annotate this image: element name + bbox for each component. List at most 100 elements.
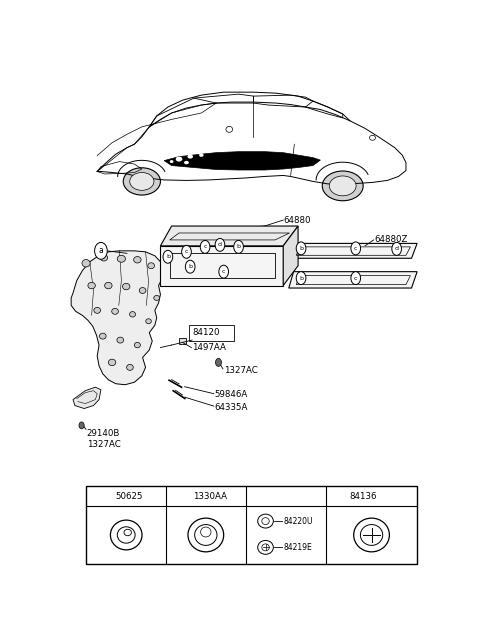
- Ellipse shape: [99, 333, 106, 339]
- Ellipse shape: [195, 525, 217, 545]
- Ellipse shape: [354, 518, 389, 552]
- Text: c: c: [185, 249, 188, 254]
- Ellipse shape: [82, 260, 90, 267]
- Text: d: d: [336, 491, 341, 500]
- Text: a: a: [98, 247, 103, 255]
- Circle shape: [351, 242, 360, 255]
- Ellipse shape: [322, 171, 363, 201]
- Text: 1327AC: 1327AC: [87, 440, 120, 449]
- Text: 84136: 84136: [349, 491, 377, 500]
- Circle shape: [181, 245, 192, 258]
- Text: b: b: [166, 254, 170, 260]
- Text: b: b: [180, 491, 184, 500]
- Circle shape: [97, 489, 108, 504]
- Ellipse shape: [130, 173, 154, 191]
- Ellipse shape: [117, 255, 125, 262]
- Ellipse shape: [262, 544, 269, 551]
- Ellipse shape: [262, 518, 269, 525]
- Ellipse shape: [127, 365, 133, 370]
- Ellipse shape: [117, 527, 135, 543]
- Circle shape: [216, 359, 221, 366]
- Text: 29140B: 29140B: [87, 429, 120, 438]
- Polygon shape: [283, 226, 298, 285]
- Circle shape: [254, 489, 266, 504]
- Text: 50625: 50625: [115, 491, 143, 500]
- Ellipse shape: [94, 307, 100, 314]
- Ellipse shape: [199, 153, 204, 157]
- Ellipse shape: [258, 540, 273, 554]
- Circle shape: [200, 240, 210, 253]
- Ellipse shape: [360, 525, 383, 545]
- Polygon shape: [289, 243, 417, 258]
- Ellipse shape: [105, 282, 112, 289]
- Ellipse shape: [123, 168, 160, 195]
- Text: b: b: [299, 276, 303, 281]
- Text: 84219E: 84219E: [283, 543, 312, 552]
- Text: c: c: [222, 269, 226, 274]
- Ellipse shape: [187, 155, 193, 158]
- Circle shape: [185, 260, 195, 273]
- Polygon shape: [73, 387, 101, 408]
- Text: 64335A: 64335A: [215, 402, 248, 412]
- Ellipse shape: [226, 126, 233, 132]
- Circle shape: [79, 422, 84, 429]
- Circle shape: [392, 242, 401, 255]
- Ellipse shape: [201, 527, 211, 537]
- Ellipse shape: [117, 337, 124, 343]
- Circle shape: [234, 240, 243, 253]
- Polygon shape: [160, 226, 298, 246]
- Circle shape: [219, 265, 228, 278]
- Polygon shape: [71, 251, 163, 384]
- Ellipse shape: [370, 135, 375, 140]
- Ellipse shape: [110, 520, 142, 550]
- Ellipse shape: [188, 518, 224, 552]
- FancyBboxPatch shape: [86, 486, 417, 564]
- Text: c: c: [354, 246, 358, 251]
- Text: 64880: 64880: [283, 216, 311, 225]
- Ellipse shape: [258, 514, 273, 528]
- Ellipse shape: [146, 319, 151, 324]
- Circle shape: [296, 272, 306, 285]
- Ellipse shape: [170, 160, 173, 163]
- Ellipse shape: [148, 263, 155, 269]
- Text: c: c: [204, 244, 207, 249]
- Text: a: a: [100, 491, 105, 500]
- Circle shape: [215, 238, 225, 251]
- Ellipse shape: [154, 296, 160, 300]
- Circle shape: [296, 242, 306, 255]
- Ellipse shape: [122, 283, 130, 290]
- Ellipse shape: [329, 176, 356, 196]
- Circle shape: [95, 242, 107, 260]
- Text: 84220U: 84220U: [283, 516, 312, 526]
- Ellipse shape: [100, 254, 108, 261]
- Circle shape: [351, 272, 360, 285]
- Ellipse shape: [88, 282, 96, 289]
- Ellipse shape: [133, 256, 141, 263]
- Circle shape: [163, 251, 173, 263]
- Text: 1497AA: 1497AA: [192, 343, 226, 352]
- Ellipse shape: [130, 312, 135, 317]
- Ellipse shape: [108, 359, 116, 366]
- Ellipse shape: [139, 287, 146, 294]
- Text: 1330AA: 1330AA: [193, 491, 227, 500]
- Text: d: d: [218, 242, 222, 247]
- Text: c: c: [354, 276, 358, 281]
- Ellipse shape: [124, 529, 132, 536]
- Text: b: b: [299, 246, 303, 251]
- Circle shape: [333, 489, 344, 504]
- Text: 84120: 84120: [192, 328, 219, 337]
- Circle shape: [177, 489, 188, 504]
- Ellipse shape: [184, 161, 189, 164]
- Polygon shape: [160, 246, 283, 285]
- Polygon shape: [164, 152, 321, 170]
- Polygon shape: [179, 337, 186, 344]
- Polygon shape: [289, 272, 417, 288]
- Ellipse shape: [112, 308, 119, 314]
- Text: 1327AC: 1327AC: [224, 366, 257, 375]
- Text: 59846A: 59846A: [215, 390, 248, 399]
- Text: b: b: [188, 264, 192, 269]
- Ellipse shape: [176, 156, 182, 162]
- Text: b: b: [237, 244, 240, 249]
- Text: 64880Z: 64880Z: [374, 236, 408, 245]
- Text: c: c: [258, 491, 262, 500]
